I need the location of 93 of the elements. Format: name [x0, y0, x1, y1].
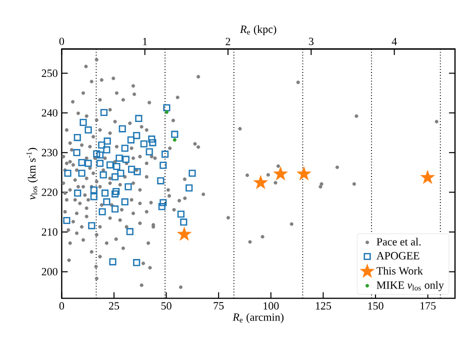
point	[158, 203, 166, 210]
x-tick-label: 25	[108, 302, 120, 310]
point	[96, 151, 104, 159]
point	[135, 114, 142, 122]
point	[100, 108, 108, 116]
point	[186, 184, 193, 192]
point	[109, 258, 116, 266]
y-tick-label: 200	[42, 268, 58, 276]
point	[106, 161, 114, 168]
point	[98, 208, 106, 216]
x-tick-label: 150	[368, 302, 384, 310]
x2-tick-label: 3	[308, 38, 314, 46]
y-tick-label: 210	[42, 228, 58, 236]
point	[163, 104, 170, 112]
point	[253, 175, 268, 189]
point	[273, 166, 288, 180]
point	[177, 226, 192, 241]
x-axis-title: R$_{e}$ (arcmin)	[232, 313, 284, 324]
point	[121, 198, 128, 206]
point	[104, 138, 111, 145]
point	[121, 144, 128, 152]
point	[93, 150, 100, 158]
point	[103, 198, 110, 206]
y-tick-label: 230	[42, 148, 58, 156]
x-tick-label: 175	[420, 302, 436, 310]
x2-tick-label: 0	[59, 38, 64, 46]
x2-axis-title: R$_{e}$ (kpc)	[240, 25, 276, 36]
point	[80, 118, 87, 126]
point	[146, 148, 153, 156]
point	[103, 146, 110, 154]
point	[122, 156, 130, 163]
point	[90, 186, 98, 194]
point	[117, 170, 124, 177]
point	[133, 132, 140, 140]
point	[164, 110, 169, 114]
point	[78, 158, 86, 166]
legend-label: MIKE v$_{los}$ only	[376, 281, 444, 292]
point	[148, 136, 156, 143]
legend-label: APOGEE	[376, 252, 420, 260]
x-tick-label: 50	[161, 302, 172, 310]
point	[171, 130, 178, 138]
x-tick-label: 0	[59, 302, 64, 310]
point	[296, 166, 312, 180]
point	[157, 177, 164, 184]
point	[63, 216, 70, 224]
point	[140, 140, 148, 148]
point	[162, 150, 169, 158]
point	[113, 162, 120, 170]
point	[112, 190, 119, 198]
point	[98, 142, 106, 149]
point	[420, 170, 435, 184]
point	[188, 170, 196, 177]
point	[124, 183, 132, 190]
point	[149, 139, 156, 146]
point	[100, 171, 107, 178]
point	[133, 259, 140, 266]
y-tick-label: 220	[42, 188, 58, 196]
point	[84, 160, 92, 167]
point	[160, 162, 167, 169]
point	[88, 222, 96, 230]
x2-tick-label: 4	[392, 38, 397, 46]
y-tick-label: 250	[42, 70, 58, 77]
y-tick-label: 240	[42, 109, 58, 117]
point	[116, 154, 123, 162]
legend-label: Pace et al.	[376, 238, 421, 246]
y-axis-title: v$_{los}$ (km s$^{-1}$)	[26, 148, 38, 200]
x-tick-label: 125	[316, 302, 332, 310]
point	[127, 136, 135, 144]
point	[128, 166, 136, 173]
point	[78, 170, 86, 177]
point	[112, 205, 119, 213]
point	[172, 138, 176, 142]
point	[73, 149, 80, 156]
point	[90, 193, 98, 200]
point	[74, 134, 81, 142]
x-tick-label: 75	[214, 302, 224, 310]
point	[101, 190, 109, 197]
x-tick-label: 100	[264, 302, 279, 310]
legend-label: This Work	[376, 266, 423, 275]
point	[96, 160, 104, 167]
point	[177, 210, 185, 218]
point	[118, 125, 126, 132]
x2-tick-label: 1	[143, 38, 147, 46]
point	[112, 173, 119, 180]
point	[64, 170, 72, 177]
x2-tick-label: 2	[226, 38, 230, 46]
point	[74, 190, 82, 197]
point	[134, 168, 141, 176]
point	[180, 218, 188, 226]
point	[84, 126, 92, 134]
point	[160, 199, 167, 206]
point	[126, 228, 134, 236]
point	[112, 188, 120, 196]
